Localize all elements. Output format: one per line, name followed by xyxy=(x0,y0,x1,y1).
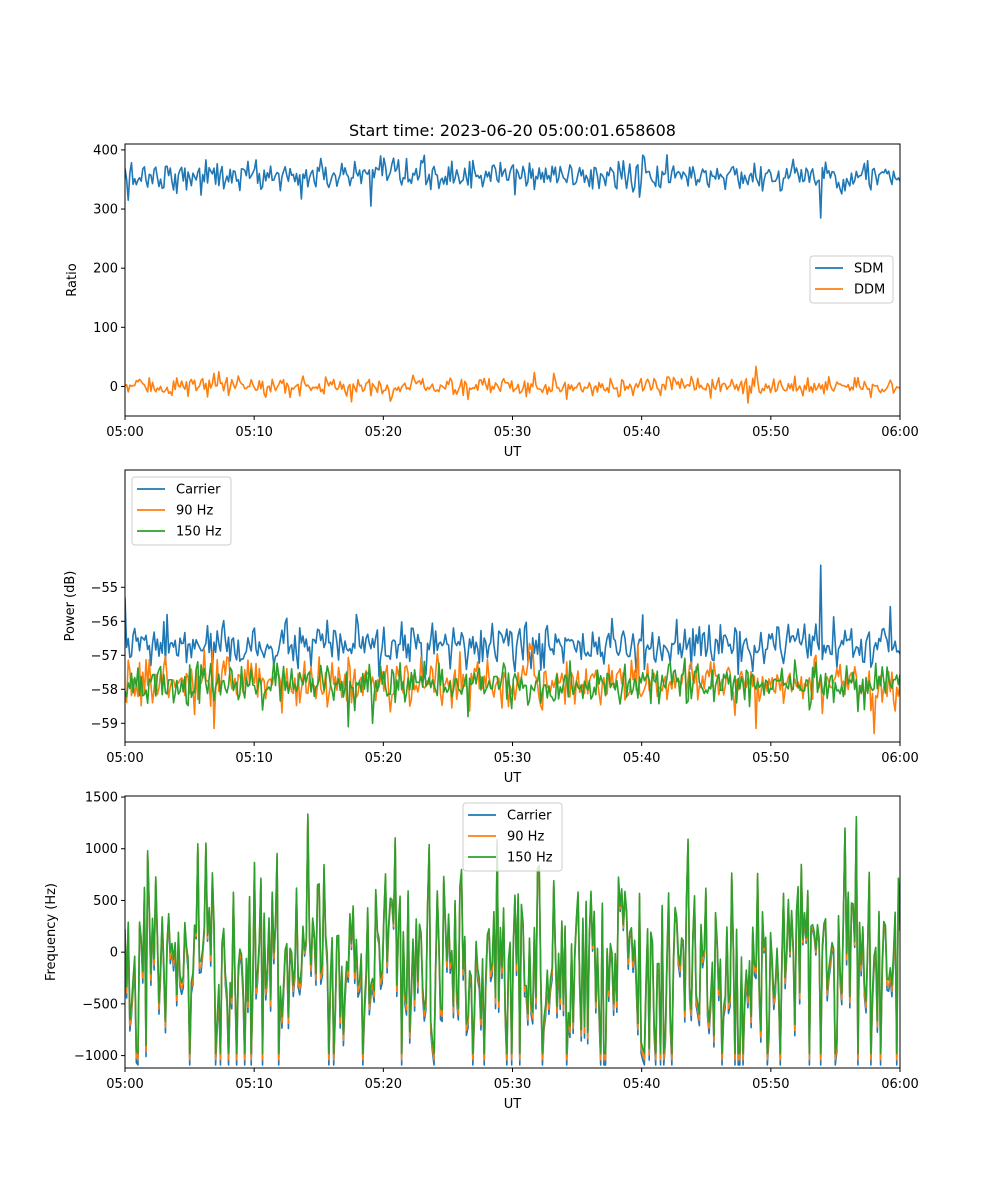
y-tick-label: 1500 xyxy=(85,791,118,806)
x-tick-label: 06:00 xyxy=(881,1077,918,1092)
y-tick-label: −59 xyxy=(91,717,118,732)
legend-label: 150 Hz xyxy=(507,851,553,866)
x-tick-label: 05:10 xyxy=(235,1077,272,1092)
y-tick-label: 1000 xyxy=(85,842,118,857)
x-tick-label: 05:50 xyxy=(752,1077,789,1092)
legend-box xyxy=(462,802,563,872)
x-axis-label: UT xyxy=(504,771,522,786)
power-panel: 05:00 05:10 05:20 05:30 05:40 05:50 06:00 UT −59… xyxy=(63,469,919,786)
x-tick-label: 05:40 xyxy=(623,751,660,766)
ratio-panel: 05:00 05:10 05:20 05:30 05:40 05:50 06:00 UT 0 10… xyxy=(65,143,919,460)
series-line-carrier xyxy=(125,564,900,684)
legend-label: 150 Hz xyxy=(176,525,222,540)
x-tick-label: 05:30 xyxy=(494,751,531,766)
legend-label: DDM xyxy=(854,283,885,298)
y-tick-label: 400 xyxy=(93,143,118,158)
x-tick-label: 05:00 xyxy=(106,751,143,766)
y-tick-label: 200 xyxy=(93,262,118,277)
legend-label: Carrier xyxy=(507,809,552,824)
x-axis-label: UT xyxy=(504,445,522,460)
legend-label: SDM xyxy=(854,262,883,277)
y-tick-label: −500 xyxy=(82,997,118,1012)
x-tick-label: 05:10 xyxy=(235,751,272,766)
y-axis-label: Ratio xyxy=(65,263,80,296)
figure-title: Start time: 2023-06-20 05:00:01.658608 xyxy=(349,121,676,140)
series-line-150-hz xyxy=(125,813,900,1055)
x-tick-label: 05:30 xyxy=(494,425,531,440)
y-tick-label: −56 xyxy=(91,615,118,630)
x-tick-label: 05:40 xyxy=(623,425,660,440)
series-line-ddm xyxy=(125,365,900,404)
y-tick-label: 0 xyxy=(110,946,118,961)
legend-box xyxy=(131,476,232,546)
y-tick-label: 0 xyxy=(110,380,118,395)
y-axis-label: Power (dB) xyxy=(63,571,78,642)
y-tick-label: 100 xyxy=(93,321,118,336)
legend-label: 90 Hz xyxy=(507,830,544,845)
x-tick-label: 05:10 xyxy=(235,425,272,440)
x-tick-label: 05:50 xyxy=(752,425,789,440)
x-tick-label: 05:40 xyxy=(623,1077,660,1092)
x-tick-label: 05:00 xyxy=(106,425,143,440)
y-tick-label: 500 xyxy=(93,894,118,909)
y-tick-label: −1000 xyxy=(74,1049,118,1064)
legend-label: 90 Hz xyxy=(176,504,213,519)
x-tick-label: 06:00 xyxy=(881,425,918,440)
series-line-150-hz xyxy=(125,658,900,728)
y-axis-label: Frequency (Hz) xyxy=(44,883,59,981)
y-tick-label: 300 xyxy=(93,203,118,218)
x-tick-label: 05:20 xyxy=(365,751,402,766)
x-tick-label: 05:00 xyxy=(106,1077,143,1092)
x-tick-label: 05:50 xyxy=(752,751,789,766)
legend-label: Carrier xyxy=(176,483,221,498)
x-tick-label: 05:20 xyxy=(365,425,402,440)
series-line-sdm xyxy=(125,154,900,219)
frequency-panel: 05:00 05:10 05:20 05:30 05:40 05:50 06:00 UT −10… xyxy=(44,791,919,1112)
x-tick-label: 05:20 xyxy=(365,1077,402,1092)
x-tick-label: 06:00 xyxy=(881,751,918,766)
y-tick-label: −57 xyxy=(91,649,118,664)
y-tick-label: −58 xyxy=(91,683,118,698)
x-tick-label: 05:30 xyxy=(494,1077,531,1092)
x-axis-label: UT xyxy=(504,1097,522,1112)
y-tick-label: −55 xyxy=(91,581,118,596)
